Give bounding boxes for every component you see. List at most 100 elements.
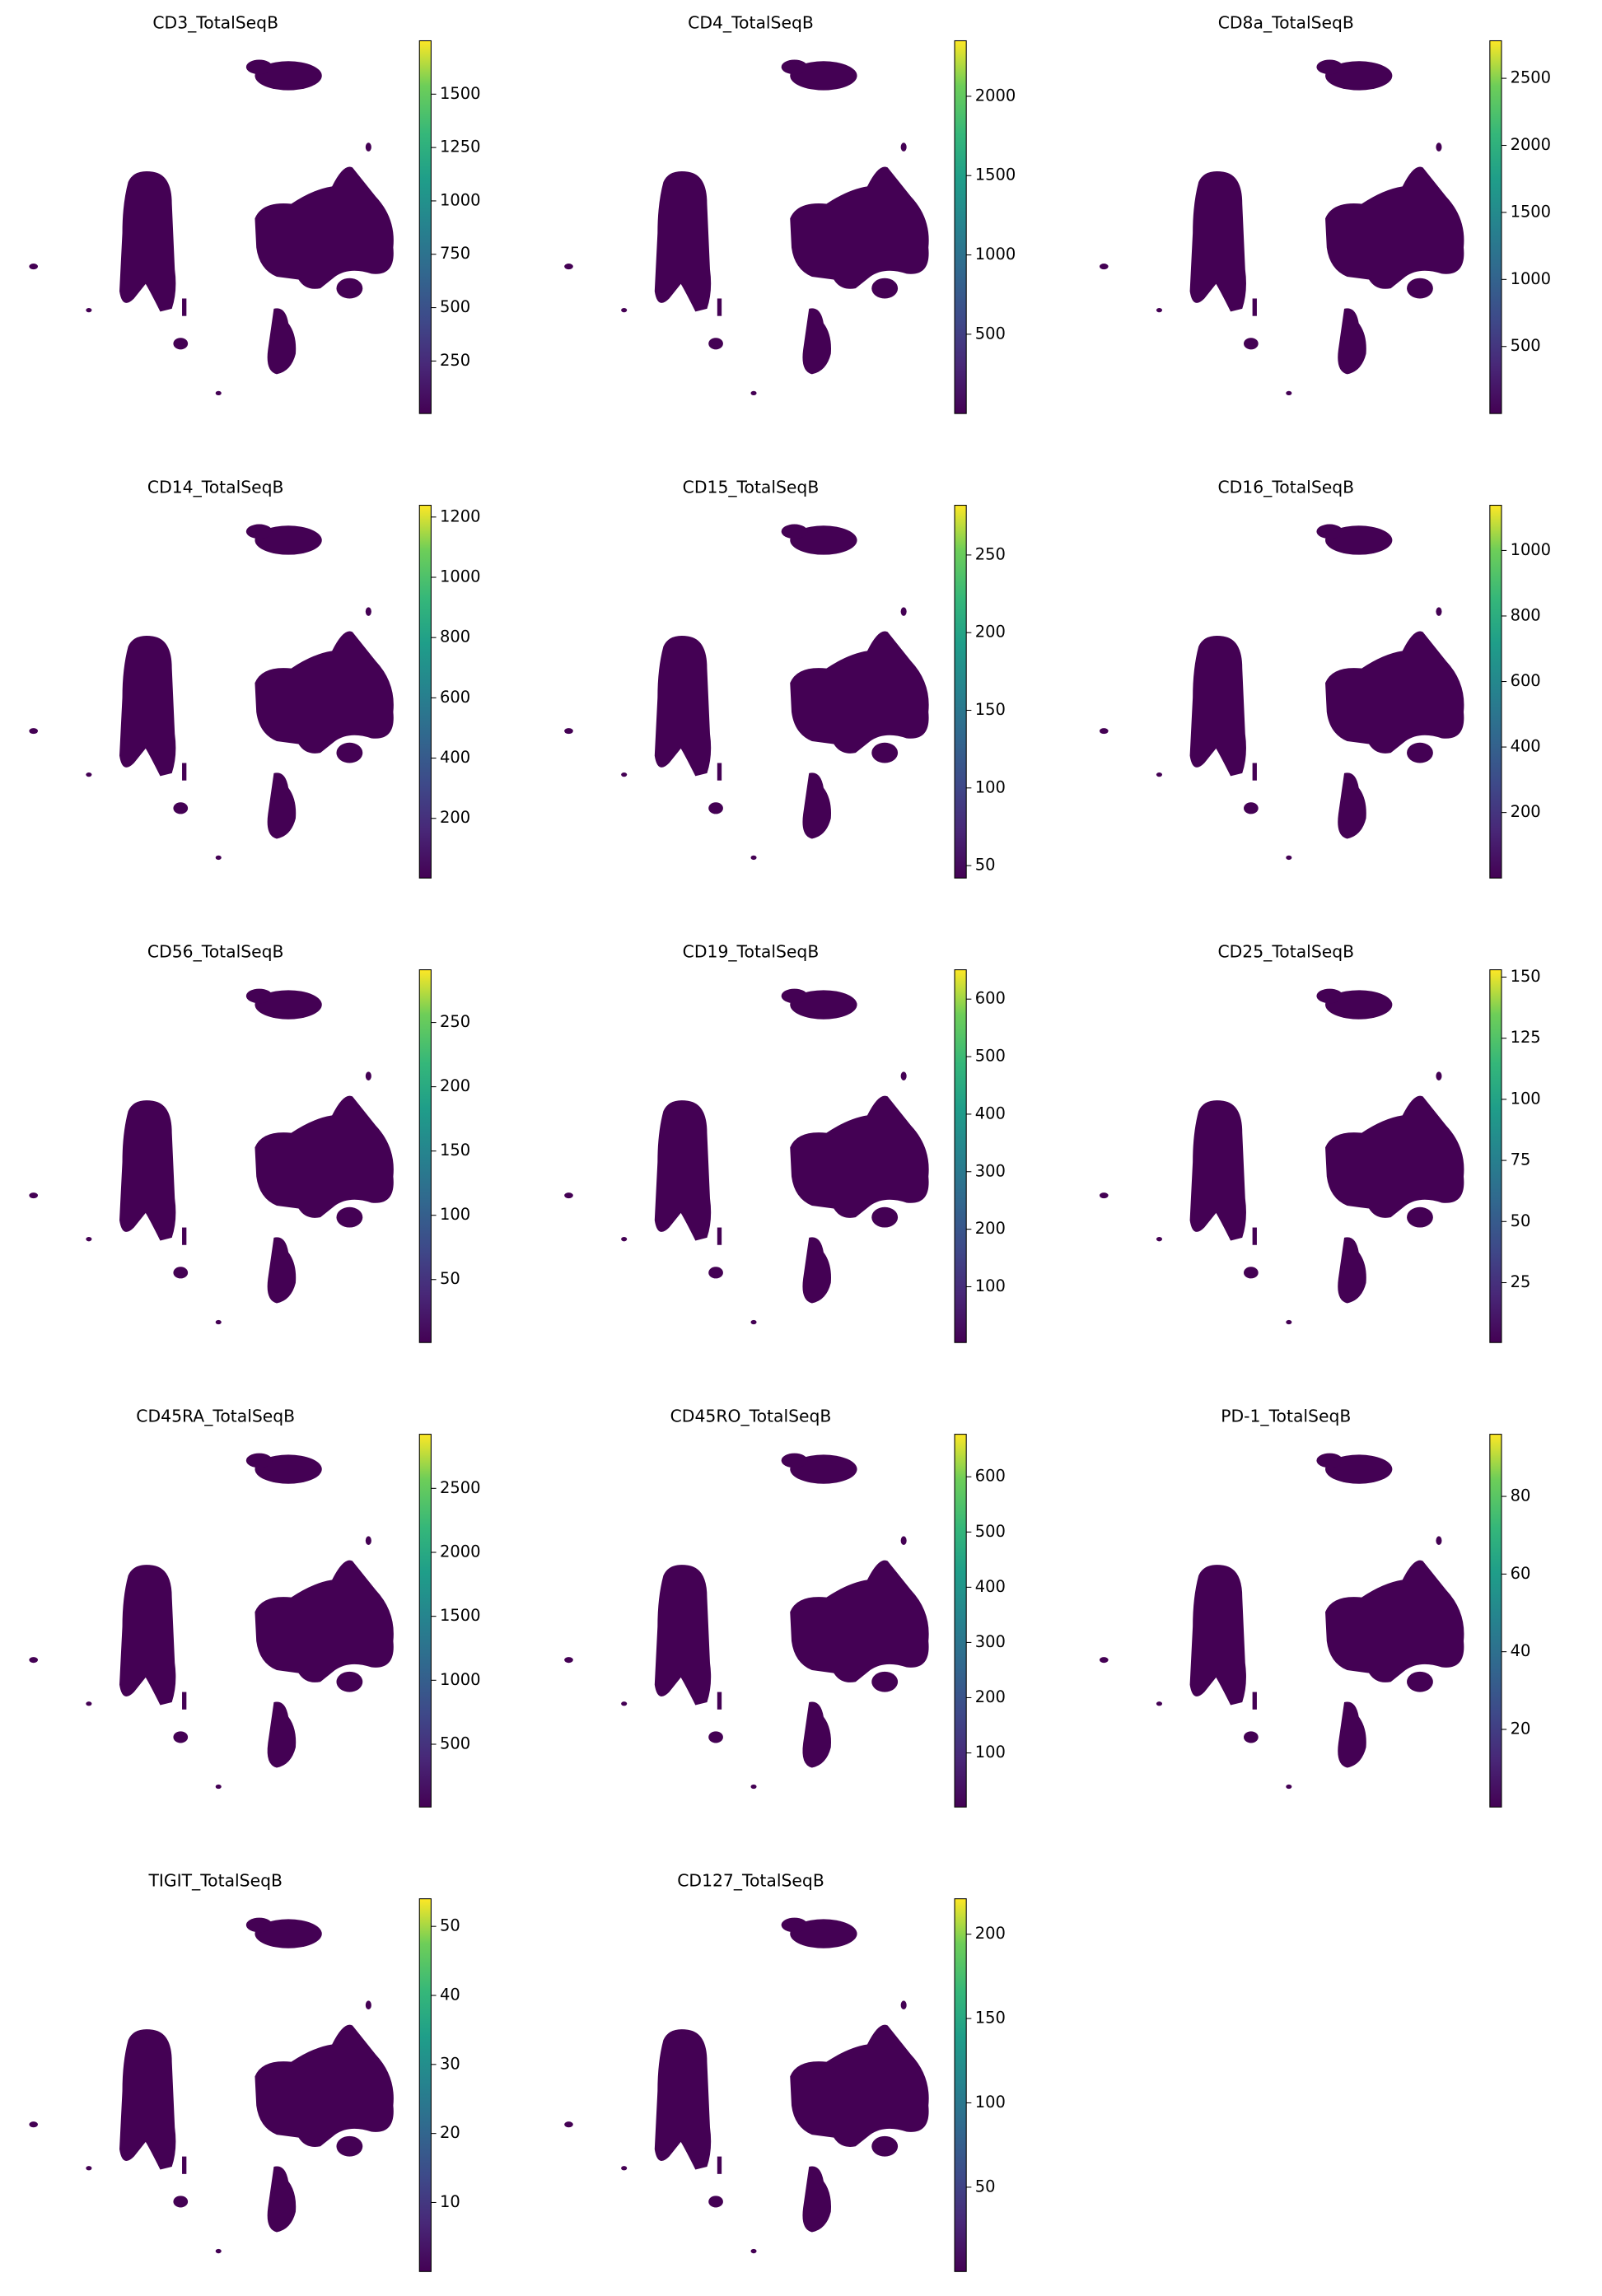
colorbar-tick-label: 2000 xyxy=(440,1542,480,1561)
colorbar-tick-label: 300 xyxy=(975,1632,1006,1651)
panel: CD8a_TotalSeqB 500 1000 1500 2000 2500 xyxy=(1099,12,1551,414)
panel: CD45RA_TotalSeqB 500 1000 1500 2000 2500 xyxy=(29,1406,480,1808)
colorbar-tick-label: 10 xyxy=(440,2192,460,2211)
colorbar xyxy=(418,505,432,879)
colorbar-tick-label: 250 xyxy=(440,351,470,370)
colorbar xyxy=(1489,40,1502,414)
panel: CD14_TotalSeqB 200 400 600 800 1000 1200 xyxy=(29,477,480,879)
colorbar-tick-label: 150 xyxy=(1511,967,1541,986)
colorbar-tick-label: 500 xyxy=(440,1734,470,1752)
panel: CD4_TotalSeqB 500 1000 1500 2000 xyxy=(564,12,1016,414)
colorbar-tick-label: 500 xyxy=(975,1522,1006,1541)
umap-points xyxy=(564,988,929,1325)
colorbar-tick-label: 50 xyxy=(440,1269,460,1288)
colorbar-tick-label: 1500 xyxy=(1511,202,1551,221)
umap-points xyxy=(1099,1453,1464,1790)
colorbar-tick-label: 150 xyxy=(975,700,1006,719)
colorbar-tick-label: 800 xyxy=(1511,605,1541,624)
colorbar-tick-label: 600 xyxy=(1511,671,1541,690)
umap-points xyxy=(564,1917,929,2254)
colorbar-tick-label: 100 xyxy=(975,1743,1006,1762)
colorbar-tick-label: 100 xyxy=(1511,1089,1541,1108)
panel: TIGIT_TotalSeqB 10 20 30 40 50 xyxy=(29,1870,460,2272)
colorbar-tick-label: 250 xyxy=(975,544,1006,563)
panel: CD16_TotalSeqB 200 400 600 800 1000 xyxy=(1099,477,1551,879)
umap-points xyxy=(1099,524,1464,861)
colorbar-tick-label: 125 xyxy=(1511,1028,1541,1047)
colorbar-tick-label: 500 xyxy=(1511,336,1541,355)
panel-title: CD3_TotalSeqB xyxy=(152,12,278,33)
colorbar-tick-label: 200 xyxy=(975,1687,1006,1706)
colorbar-tick-label: 50 xyxy=(975,856,996,875)
colorbar-tick-label: 100 xyxy=(975,2093,1006,2112)
colorbar xyxy=(418,40,432,414)
colorbar-tick-label: 20 xyxy=(440,2123,460,2142)
colorbar-tick-label: 80 xyxy=(1511,1486,1531,1505)
colorbar xyxy=(954,1898,967,2272)
colorbar-tick-label: 600 xyxy=(975,1467,1006,1486)
colorbar-tick-label: 30 xyxy=(440,2054,460,2073)
panel: CD127_TotalSeqB 50 100 150 200 xyxy=(564,1870,1006,2272)
panel-title: CD4_TotalSeqB xyxy=(688,12,814,33)
panel-title: CD127_TotalSeqB xyxy=(677,1870,824,1891)
colorbar-tick-label: 400 xyxy=(975,1104,1006,1122)
colorbar xyxy=(954,40,967,414)
colorbar xyxy=(954,969,967,1343)
colorbar-tick-label: 1000 xyxy=(440,190,480,209)
umap-points xyxy=(29,1453,394,1790)
colorbar-tick-label: 1000 xyxy=(440,567,480,586)
panel-title: CD56_TotalSeqB xyxy=(147,941,284,962)
colorbar-tick-label: 200 xyxy=(975,623,1006,642)
colorbar-tick-label: 75 xyxy=(1511,1150,1531,1169)
colorbar-tick-label: 400 xyxy=(440,748,470,767)
colorbar-tick-label: 2000 xyxy=(975,86,1016,105)
colorbar-tick-label: 1500 xyxy=(440,84,480,103)
colorbar-tick-label: 200 xyxy=(975,1219,1006,1238)
colorbar-tick-label: 100 xyxy=(440,1205,470,1224)
colorbar xyxy=(954,505,967,879)
colorbar-tick-label: 400 xyxy=(1511,737,1541,756)
colorbar-tick-label: 100 xyxy=(975,777,1006,796)
panel-title: PD-1_TotalSeqB xyxy=(1221,1406,1351,1426)
colorbar-tick-label: 150 xyxy=(440,1141,470,1160)
colorbar-tick-label: 25 xyxy=(1511,1272,1531,1291)
colorbar-tick-label: 1500 xyxy=(440,1606,480,1625)
panel-title: CD14_TotalSeqB xyxy=(147,477,284,497)
umap-points xyxy=(29,1917,394,2254)
colorbar-tick-label: 50 xyxy=(975,2177,996,2196)
colorbar xyxy=(418,969,432,1343)
colorbar-tick-label: 500 xyxy=(975,324,1006,343)
panel-title: CD15_TotalSeqB xyxy=(683,477,820,497)
panel-title: CD8a_TotalSeqB xyxy=(1218,12,1354,33)
colorbar-tick-label: 100 xyxy=(975,1276,1006,1295)
colorbar-tick-label: 1000 xyxy=(440,1670,480,1689)
colorbar-tick-label: 50 xyxy=(1511,1211,1531,1230)
colorbar xyxy=(954,1434,967,1808)
colorbar-tick-label: 40 xyxy=(440,1986,460,2004)
colorbar-tick-label: 200 xyxy=(1511,802,1541,821)
colorbar-tick-label: 250 xyxy=(440,1012,470,1031)
colorbar-tick-label: 1000 xyxy=(1511,269,1551,288)
panel-title: CD19_TotalSeqB xyxy=(683,941,820,962)
colorbar-tick-label: 750 xyxy=(440,244,470,263)
panel-title: CD16_TotalSeqB xyxy=(1217,477,1354,497)
colorbar xyxy=(1489,505,1502,879)
colorbar xyxy=(1489,1434,1502,1808)
umap-points xyxy=(564,59,929,396)
panel-title: CD45RA_TotalSeqB xyxy=(136,1406,295,1426)
colorbar-tick-label: 2500 xyxy=(440,1478,480,1497)
colorbar-tick-label: 200 xyxy=(440,1076,470,1095)
panel-title: TIGIT_TotalSeqB xyxy=(147,1870,282,1891)
panel: CD56_TotalSeqB 50 100 150 200 250 xyxy=(29,941,470,1343)
colorbar-tick-label: 2500 xyxy=(1511,68,1551,87)
umap-points xyxy=(564,524,929,861)
umap-points xyxy=(29,524,394,861)
panel-title: CD25_TotalSeqB xyxy=(1217,941,1354,962)
colorbar-tick-label: 1200 xyxy=(440,506,480,525)
panel: PD-1_TotalSeqB 20 40 60 80 xyxy=(1099,1406,1531,1808)
colorbar-tick-label: 500 xyxy=(440,297,470,316)
panel: CD15_TotalSeqB 50 100 150 200 250 xyxy=(564,477,1006,879)
colorbar-tick-label: 500 xyxy=(975,1047,1006,1066)
colorbar-tick-label: 1000 xyxy=(1511,540,1551,559)
panel: CD45RO_TotalSeqB 100 200 300 400 500 600 xyxy=(564,1406,1006,1808)
